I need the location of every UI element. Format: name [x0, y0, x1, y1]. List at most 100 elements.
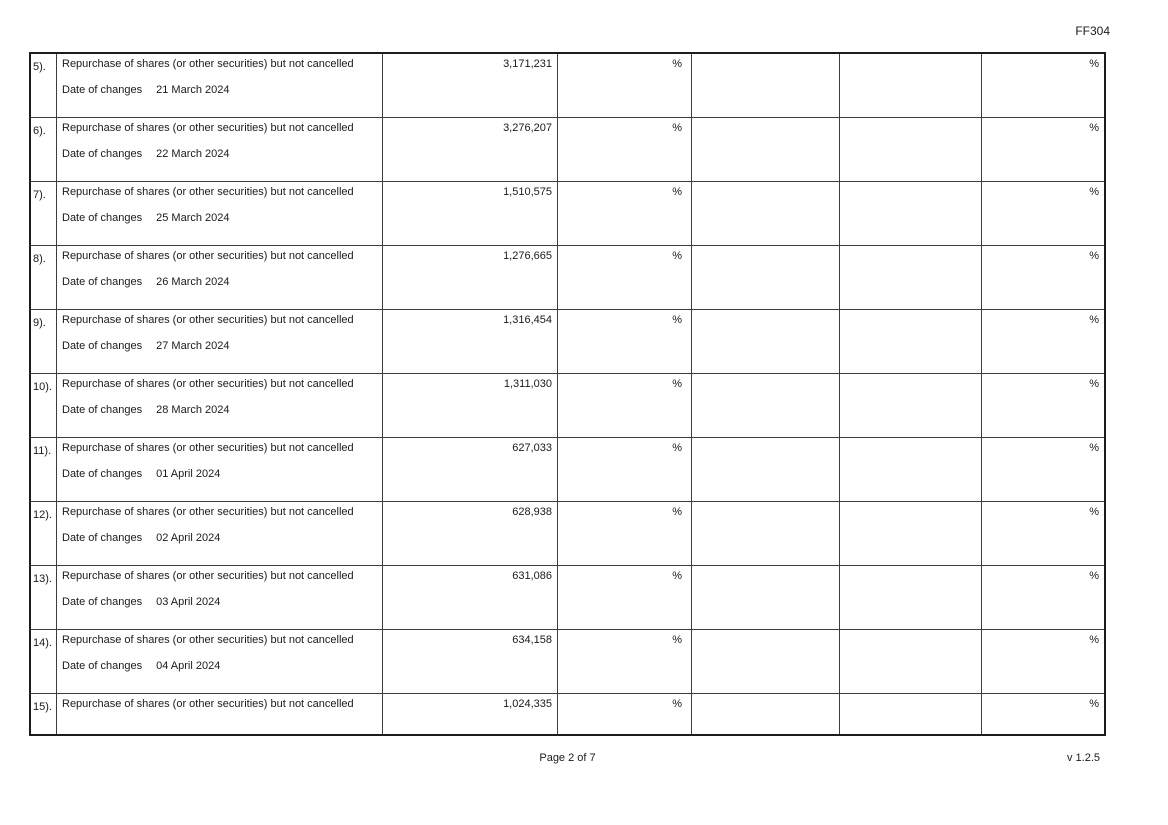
- row-value-cell: 631,086: [383, 566, 558, 630]
- row-value-cell: 3,276,207: [383, 118, 558, 182]
- row-description-cell: Repurchase of shares (or other securitie…: [57, 182, 383, 246]
- date-line: [62, 724, 378, 734]
- percent-sign-1: %: [672, 186, 682, 198]
- percent-sign-2: %: [1089, 442, 1099, 454]
- page-indicator: Page 2 of 7: [539, 752, 596, 764]
- date-of-changes-value: 02 April 2024: [156, 532, 221, 544]
- percent-sign-2: %: [1089, 186, 1099, 198]
- row-value: 1,311,030: [503, 378, 552, 390]
- row-description: Repurchase of shares (or other securitie…: [62, 122, 354, 134]
- row-number-cell: 6).: [31, 118, 57, 182]
- row-percent-cell-1: %: [558, 502, 692, 566]
- row-value-cell: 1,024,335: [383, 694, 558, 734]
- row-description-cell: Repurchase of shares (or other securitie…: [57, 374, 383, 438]
- date-line: Date of changes 01 April 2024: [62, 468, 378, 481]
- row-percent-cell-2: %: [982, 502, 1104, 566]
- row-description: Repurchase of shares (or other securitie…: [62, 250, 354, 262]
- percent-sign-1: %: [672, 634, 682, 646]
- row-number: 10).: [33, 381, 52, 393]
- row-percent-cell-2: %: [982, 54, 1104, 118]
- row-description: Repurchase of shares (or other securitie…: [62, 58, 354, 70]
- row-empty-cell-2: [840, 566, 982, 630]
- date-of-changes-label: Date of changes: [62, 148, 143, 160]
- date-of-changes-label: Date of changes: [62, 276, 143, 288]
- date-of-changes-value: 03 April 2024: [156, 596, 221, 608]
- row-number-cell: 11).: [31, 438, 57, 502]
- row-description-cell: Repurchase of shares (or other securitie…: [57, 118, 383, 182]
- row-number: 5).: [33, 61, 46, 73]
- percent-sign-2: %: [1089, 122, 1099, 134]
- form-code-label: FF304: [1075, 24, 1110, 38]
- row-value: 628,938: [512, 506, 552, 518]
- percent-sign-1: %: [672, 314, 682, 326]
- row-value-cell: 628,938: [383, 502, 558, 566]
- row-empty-cell-1: [692, 118, 840, 182]
- percent-sign-1: %: [672, 570, 682, 582]
- row-value: 1,510,575: [503, 186, 552, 198]
- date-of-changes-value: 26 March 2024: [156, 276, 230, 288]
- row-description: Repurchase of shares (or other securitie…: [62, 506, 354, 518]
- row-percent-cell-1: %: [558, 374, 692, 438]
- row-description-cell: Repurchase of shares (or other securitie…: [57, 438, 383, 502]
- row-number: 11).: [33, 445, 52, 457]
- row-number: 9).: [33, 317, 46, 329]
- row-empty-cell-2: [840, 310, 982, 374]
- percent-sign-2: %: [1089, 314, 1099, 326]
- row-number: 7).: [33, 189, 46, 201]
- date-of-changes-value: 01 April 2024: [156, 468, 221, 480]
- row-number: 12).: [33, 509, 52, 521]
- date-line: Date of changes 22 March 2024: [62, 148, 378, 161]
- percent-sign-2: %: [1089, 58, 1099, 70]
- row-value: 1,276,665: [503, 250, 552, 262]
- percent-sign-1: %: [672, 506, 682, 518]
- percent-sign-1: %: [672, 378, 682, 390]
- row-percent-cell-2: %: [982, 246, 1104, 310]
- row-empty-cell-2: [840, 630, 982, 694]
- row-number-cell: 9).: [31, 310, 57, 374]
- percent-sign-1: %: [672, 698, 682, 710]
- row-empty-cell-2: [840, 54, 982, 118]
- row-value: 1,024,335: [503, 698, 552, 710]
- percent-sign-2: %: [1089, 506, 1099, 518]
- percent-sign-2: %: [1089, 698, 1099, 710]
- row-empty-cell-1: [692, 438, 840, 502]
- row-empty-cell-2: [840, 694, 982, 734]
- row-number-cell: 13).: [31, 566, 57, 630]
- row-percent-cell-2: %: [982, 182, 1104, 246]
- row-empty-cell-1: [692, 694, 840, 734]
- row-number-cell: 7).: [31, 182, 57, 246]
- date-of-changes-label: Date of changes: [62, 660, 143, 672]
- percent-sign-2: %: [1089, 250, 1099, 262]
- row-percent-cell-1: %: [558, 566, 692, 630]
- row-empty-cell-2: [840, 182, 982, 246]
- percent-sign-2: %: [1089, 378, 1099, 390]
- repurchase-table-grid: 5). Repurchase of shares (or other secur…: [31, 54, 1104, 734]
- row-value-cell: 1,276,665: [383, 246, 558, 310]
- date-line: Date of changes 03 April 2024: [62, 596, 378, 609]
- row-percent-cell-1: %: [558, 310, 692, 374]
- percent-sign-2: %: [1089, 634, 1099, 646]
- row-number-cell: 10).: [31, 374, 57, 438]
- row-empty-cell-1: [692, 182, 840, 246]
- row-value: 1,316,454: [503, 314, 552, 326]
- row-percent-cell-2: %: [982, 694, 1104, 734]
- date-of-changes-label: Date of changes: [62, 596, 143, 608]
- row-empty-cell-2: [840, 438, 982, 502]
- date-of-changes-label: Date of changes: [62, 212, 143, 224]
- row-value-cell: 634,158: [383, 630, 558, 694]
- percent-sign-1: %: [672, 122, 682, 134]
- row-empty-cell-1: [692, 310, 840, 374]
- percent-sign-1: %: [672, 442, 682, 454]
- date-of-changes-label: Date of changes: [62, 340, 143, 352]
- row-empty-cell-1: [692, 630, 840, 694]
- row-percent-cell-1: %: [558, 118, 692, 182]
- row-empty-cell-1: [692, 502, 840, 566]
- row-value-cell: 3,171,231: [383, 54, 558, 118]
- row-percent-cell-2: %: [982, 118, 1104, 182]
- row-description: Repurchase of shares (or other securitie…: [62, 442, 354, 454]
- row-number-cell: 14).: [31, 630, 57, 694]
- row-empty-cell-2: [840, 502, 982, 566]
- row-number-cell: 12).: [31, 502, 57, 566]
- repurchase-table: 5). Repurchase of shares (or other secur…: [29, 52, 1106, 736]
- date-of-changes-value: 04 April 2024: [156, 660, 221, 672]
